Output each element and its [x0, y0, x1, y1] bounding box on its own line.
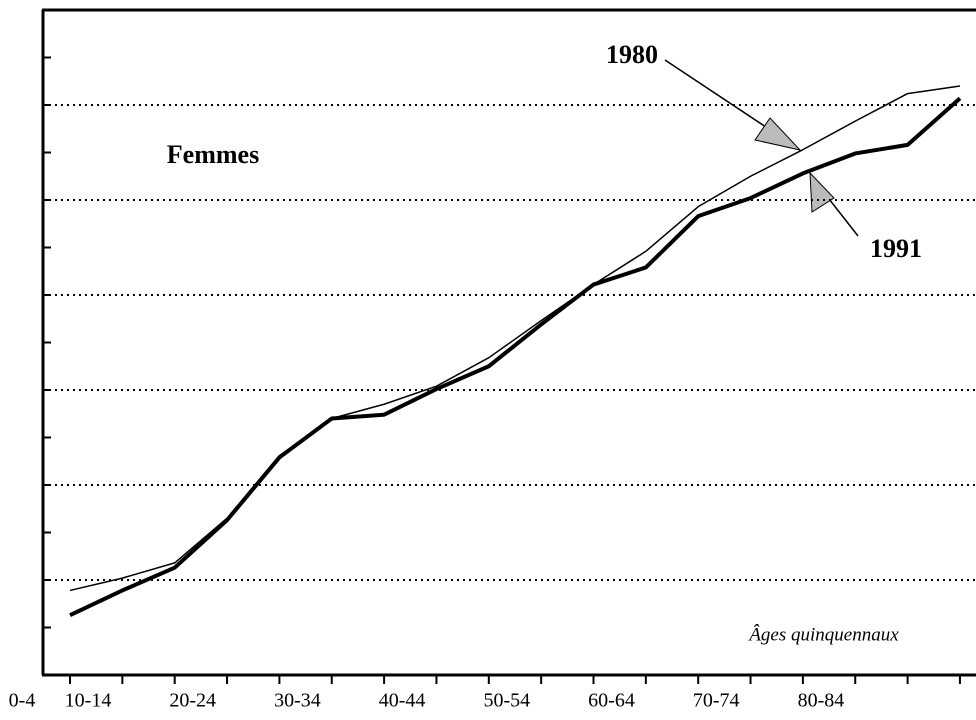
annotation: 1980: [606, 40, 658, 69]
annotation: Femmes: [167, 140, 259, 169]
x-tick-label: 60-64: [588, 690, 635, 712]
data-line: [69, 96, 962, 617]
x-tick-label: 20-24: [169, 690, 216, 712]
annotation: 1991: [870, 234, 922, 263]
x-tick-label: 70-74: [693, 690, 740, 712]
arrow: [809, 171, 859, 237]
x-tick-label: 0-4: [9, 690, 36, 712]
x-tick-label: 10-14: [65, 690, 112, 712]
arrow: [664, 59, 802, 151]
x-tick-label: 80-84: [798, 690, 845, 712]
x-tick-label: 50-54: [483, 690, 530, 712]
x-tick-label: 40-44: [379, 690, 426, 712]
x-tick-label: 30-34: [274, 690, 321, 712]
x-axis-note: Âges quinquennaux: [747, 623, 899, 645]
